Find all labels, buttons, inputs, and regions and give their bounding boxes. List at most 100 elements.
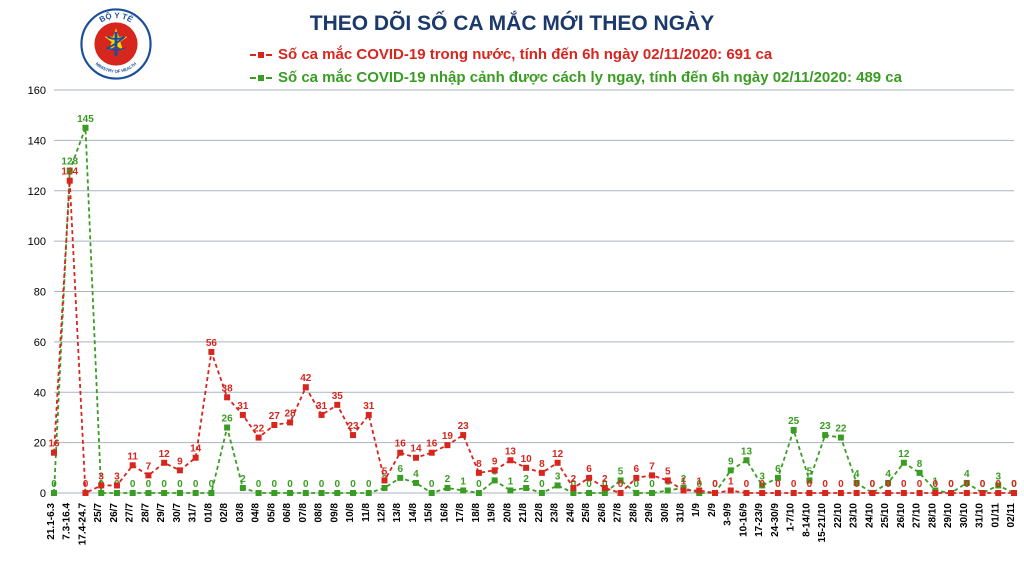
x-tick-label: 26/7 xyxy=(109,503,120,523)
data-point xyxy=(287,419,293,425)
value-label: 0 xyxy=(948,479,954,490)
data-point xyxy=(114,482,120,488)
data-point xyxy=(240,485,246,491)
data-point xyxy=(665,487,671,493)
data-point xyxy=(633,490,639,496)
value-label: 1 xyxy=(508,476,514,487)
value-label: 12 xyxy=(898,449,910,460)
value-label: 6 xyxy=(586,464,592,475)
data-point xyxy=(586,490,592,496)
data-point xyxy=(492,477,498,483)
data-point xyxy=(555,482,561,488)
value-label: 31 xyxy=(316,401,328,412)
value-label: 31 xyxy=(363,401,375,412)
x-tick-label: 28/8 xyxy=(628,503,639,523)
x-tick-label: 17-23/9 xyxy=(754,503,765,537)
x-tick-label: 27/8 xyxy=(613,503,624,523)
data-point xyxy=(791,490,797,496)
value-label: 0 xyxy=(319,479,325,490)
x-tick-label: 11/8 xyxy=(361,503,372,522)
logo-svg: BỘ Y TẾ MINISTRY OF HEALTH xyxy=(80,8,152,80)
data-point xyxy=(271,490,277,496)
x-tick-label: 01/8 xyxy=(203,503,214,523)
data-point xyxy=(145,472,151,478)
data-point xyxy=(161,460,167,466)
data-point xyxy=(98,490,104,496)
value-label: 124 xyxy=(61,167,78,178)
x-tick-label: 28/10 xyxy=(927,503,938,528)
x-tick-label: 24/8 xyxy=(565,503,576,523)
value-label: 0 xyxy=(83,479,89,490)
value-label: 0 xyxy=(303,479,309,490)
value-label: 0 xyxy=(209,479,215,490)
data-point xyxy=(822,490,828,496)
value-label: 10 xyxy=(521,454,533,465)
data-point xyxy=(728,467,734,473)
value-label: 0 xyxy=(870,479,876,490)
x-tick-label: 23/10 xyxy=(849,503,860,528)
value-label: 3 xyxy=(98,471,104,482)
plot-area: 02040608010012014016021.1-6.37.3-16.417.… xyxy=(54,90,1014,493)
data-point xyxy=(618,490,624,496)
data-point xyxy=(901,460,907,466)
data-point xyxy=(130,490,136,496)
value-label: 9 xyxy=(177,456,183,467)
value-label: 16 xyxy=(48,439,60,450)
value-label: 0 xyxy=(980,479,986,490)
x-tick-label: 31/7 xyxy=(188,503,199,523)
value-label: 14 xyxy=(190,444,202,455)
x-tick-label: 04/8 xyxy=(251,503,262,523)
x-tick-label: 09/8 xyxy=(329,503,340,523)
value-label: 0 xyxy=(775,479,781,490)
value-label: 6 xyxy=(397,464,403,475)
data-point xyxy=(555,460,561,466)
value-label: 8 xyxy=(917,459,923,470)
data-point xyxy=(193,455,199,461)
x-tick-label: 19/8 xyxy=(487,503,498,523)
value-label: 23 xyxy=(820,421,832,432)
x-tick-label: 29/10 xyxy=(943,503,954,528)
x-tick-label: 21.1-6.3 xyxy=(46,503,57,540)
data-point xyxy=(696,487,702,493)
value-label: 8 xyxy=(476,459,482,470)
x-tick-label: 31/10 xyxy=(975,503,986,528)
value-label: 11 xyxy=(127,451,138,462)
x-tick-label: 30/8 xyxy=(660,503,671,523)
data-point xyxy=(287,490,293,496)
value-label: 0 xyxy=(193,479,199,490)
x-tick-label: 25/7 xyxy=(93,503,104,523)
x-tick-label: 08/8 xyxy=(314,503,325,523)
data-point xyxy=(130,462,136,468)
data-point xyxy=(476,490,482,496)
data-point xyxy=(602,485,608,491)
value-label: 0 xyxy=(429,479,435,490)
x-tick-label: 27/10 xyxy=(912,503,923,528)
data-point xyxy=(51,450,57,456)
x-tick-label: 2/9 xyxy=(707,503,718,517)
data-point xyxy=(429,450,435,456)
data-point xyxy=(82,490,88,496)
data-point xyxy=(507,487,513,493)
value-label: 1 xyxy=(696,476,702,487)
data-point xyxy=(570,485,576,491)
data-point xyxy=(539,470,545,476)
value-label: 0 xyxy=(712,479,718,490)
x-tick-label: 03/8 xyxy=(235,503,246,523)
data-point xyxy=(444,485,450,491)
x-tick-label: 05/8 xyxy=(266,503,277,523)
value-label: 27 xyxy=(269,411,281,422)
data-point xyxy=(523,465,529,471)
value-label: 5 xyxy=(665,466,671,477)
x-tick-label: 8-14/10 xyxy=(801,503,812,537)
data-point xyxy=(917,490,923,496)
data-point xyxy=(885,490,891,496)
data-point xyxy=(539,490,545,496)
data-point xyxy=(649,490,655,496)
legend-label: Số ca mắc COVID-19 trong nước, tính đến … xyxy=(278,44,772,67)
x-tick-label: 06/8 xyxy=(282,503,293,523)
x-axis-labels: 21.1-6.37.3-16.417.4-24.725/726/727/728/… xyxy=(46,503,1017,546)
value-label: 0 xyxy=(917,479,923,490)
value-label: 16 xyxy=(426,439,438,450)
x-tick-label: 16/8 xyxy=(439,503,450,523)
legend-item-domestic: Số ca mắc COVID-19 trong nước, tính đến … xyxy=(250,44,902,67)
